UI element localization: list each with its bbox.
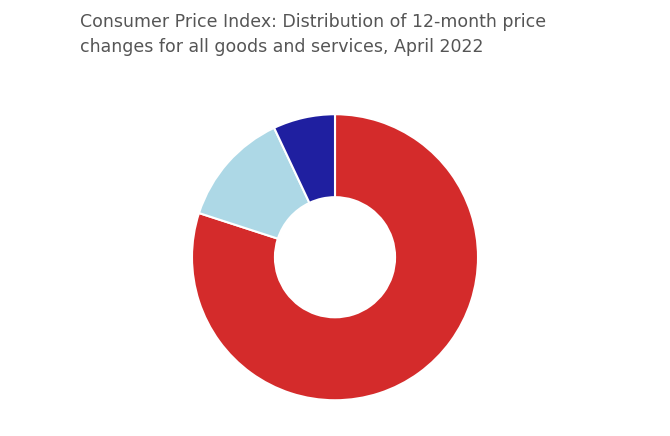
Wedge shape <box>192 114 478 400</box>
Wedge shape <box>199 128 310 238</box>
Text: Consumer Price Index: Distribution of 12-month price
changes for all goods and s: Consumer Price Index: Distribution of 12… <box>80 13 547 56</box>
Legend: Inflation, Deflation, No change: Inflation, Deflation, No change <box>174 433 496 436</box>
Wedge shape <box>274 114 335 203</box>
